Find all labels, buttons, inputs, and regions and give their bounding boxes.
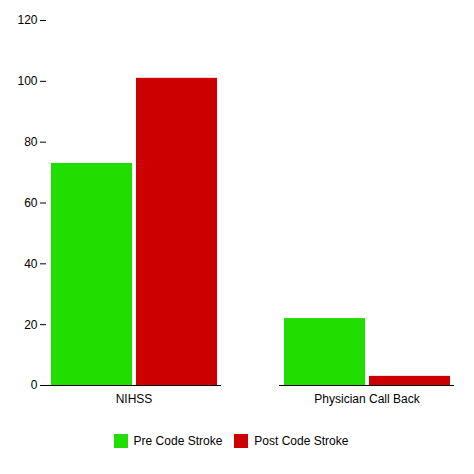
svg-text:120: 120: [17, 13, 37, 27]
svg-text:40: 40: [24, 257, 38, 271]
html-text:Post Code Stroke: Post Code Stroke: [254, 433, 349, 448]
svg-text:0: 0: [31, 378, 38, 392]
svg-text:60: 60: [24, 196, 38, 210]
svg-text:20: 20: [24, 318, 38, 332]
svg-text:NIHSS: NIHSS: [116, 392, 153, 406]
svg-text:Physician Call Back: Physician Call Back: [314, 392, 420, 406]
html-text:Pre Code Stroke: Pre Code Stroke: [133, 433, 223, 448]
svg-text:100: 100: [17, 74, 37, 88]
svg-text:80: 80: [24, 135, 38, 149]
